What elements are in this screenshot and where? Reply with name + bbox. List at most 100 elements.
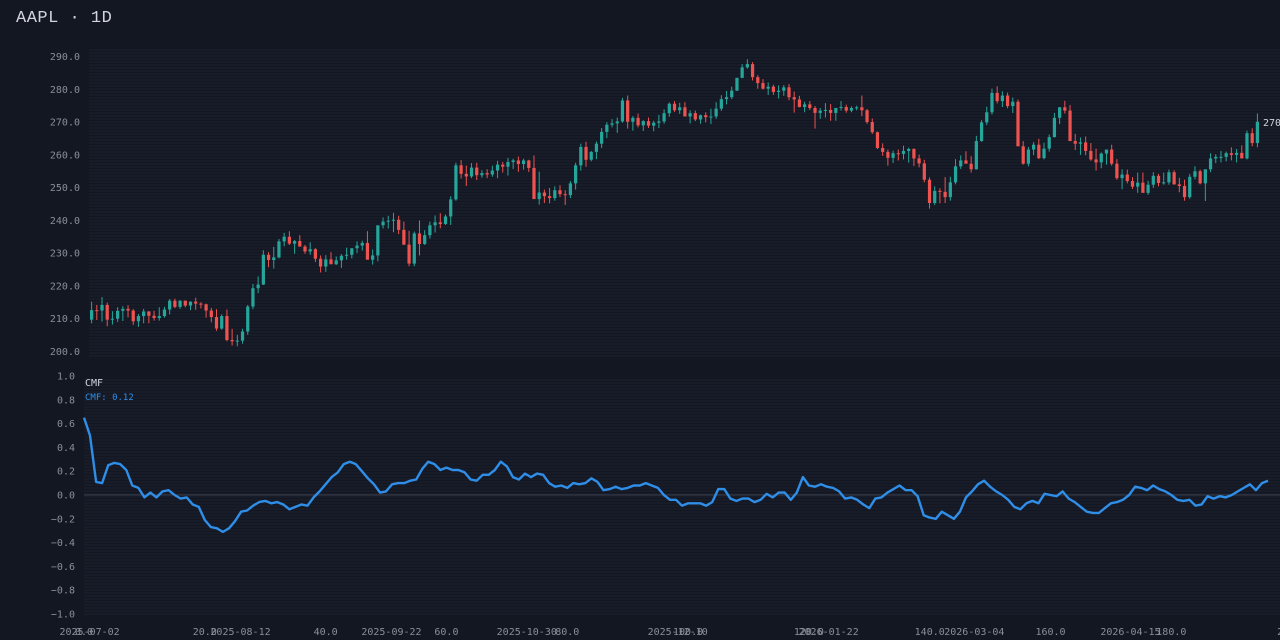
- candle-body: [209, 310, 213, 318]
- candle-body: [355, 245, 359, 249]
- candlestick-series: [89, 59, 1260, 347]
- candle-body: [110, 318, 115, 320]
- cmf-y-tick: 0.0: [57, 491, 75, 502]
- candle-body: [485, 173, 489, 175]
- candle-body: [636, 117, 640, 126]
- price-y-tick: 260.0: [50, 150, 80, 161]
- cmf-x-tick: 140.0: [915, 627, 945, 638]
- candle-body: [495, 164, 500, 171]
- candle-body: [287, 236, 291, 244]
- candle-body: [766, 86, 770, 89]
- candle-body: [475, 167, 479, 176]
- candle-body: [792, 97, 796, 100]
- candle-body: [506, 162, 510, 167]
- candle-body: [214, 317, 219, 329]
- candle-body: [646, 121, 651, 126]
- cmf-y-tick: −0.8: [51, 586, 75, 597]
- candle-body: [142, 311, 146, 317]
- candle-body: [750, 64, 755, 78]
- candle-body: [501, 164, 505, 167]
- candle-body: [386, 220, 390, 222]
- candle-body: [917, 158, 921, 164]
- candle-body: [693, 113, 697, 120]
- candle-body: [350, 248, 354, 255]
- price-y-tick: 220.0: [50, 281, 80, 292]
- candle-body: [844, 107, 848, 111]
- candle-body: [698, 115, 703, 120]
- candle-body: [1058, 107, 1062, 118]
- candle-body: [1042, 148, 1046, 159]
- candle-body: [735, 77, 739, 91]
- candle-body: [1240, 152, 1244, 159]
- candle-body: [162, 309, 167, 317]
- candle-body: [1177, 184, 1181, 186]
- candle-body: [1115, 163, 1119, 179]
- candle-body: [334, 260, 338, 265]
- candle-body: [443, 216, 448, 224]
- price-y-tick: 230.0: [50, 249, 80, 260]
- candle-body: [1026, 149, 1031, 164]
- candle-body: [974, 141, 978, 170]
- candle-body: [194, 301, 198, 304]
- candle-body: [927, 179, 932, 204]
- price-y-tick: 240.0: [50, 216, 80, 227]
- price-y-axis: 200.0 210.0 220.0 230.0 240.0 250.0 260.0 270.0…: [50, 52, 80, 358]
- candle-body: [1099, 153, 1103, 163]
- candle-body: [412, 233, 416, 264]
- candle-body: [1151, 175, 1155, 185]
- candle-body: [204, 304, 208, 311]
- candle-body: [740, 67, 744, 78]
- candle-body: [199, 303, 203, 305]
- price-grid: [89, 49, 1280, 357]
- cmf-y-tick: 0.2: [57, 467, 75, 478]
- candle-body: [948, 182, 952, 198]
- candle-body: [173, 300, 177, 307]
- candle-body: [829, 109, 833, 113]
- candle-body: [849, 107, 854, 111]
- indicator-value: CMF: 0.12: [85, 393, 134, 403]
- candle-body: [1130, 181, 1135, 187]
- candle-body: [667, 103, 671, 114]
- candle-body: [188, 301, 193, 306]
- candle-body: [464, 173, 468, 177]
- price-y-tick: 200.0: [50, 347, 80, 358]
- cmf-x-tick: 20.0: [193, 627, 217, 638]
- candle-body: [1068, 110, 1072, 142]
- candle-body: [324, 259, 328, 267]
- candle-body: [1224, 153, 1228, 157]
- chart-title: AAPL · 1D: [16, 9, 113, 28]
- candle-body: [1037, 144, 1041, 159]
- candle-body: [808, 104, 812, 108]
- price-y-tick: 210.0: [50, 314, 80, 325]
- candle-body: [704, 115, 708, 118]
- candle-body: [1255, 121, 1260, 144]
- candle-body: [855, 107, 859, 109]
- candle-body: [990, 92, 994, 113]
- indicator-name: CMF: [85, 378, 103, 389]
- candle-body: [813, 107, 817, 113]
- candle-body: [391, 219, 396, 221]
- candle-body: [1110, 149, 1114, 164]
- price-y-tick: 250.0: [50, 183, 80, 194]
- candle-body: [901, 150, 906, 154]
- candle-body: [428, 225, 432, 236]
- price-y-tick: 270.0: [50, 118, 80, 129]
- candle-body: [730, 90, 734, 98]
- candle-body: [579, 146, 583, 166]
- candle-body: [979, 122, 984, 142]
- candle-body: [953, 166, 958, 183]
- candle-body: [574, 165, 578, 184]
- candle-body: [292, 241, 297, 244]
- candle-body: [365, 242, 370, 260]
- candle-body: [1245, 133, 1249, 159]
- candle-body: [308, 249, 312, 252]
- cmf-y-axis: −1.0 −0.8 −0.6 −0.4 −0.2 0.0 0.2 0.4 0.6 0.8 1.0: [51, 372, 75, 621]
- candle-body: [1141, 182, 1145, 193]
- candle-body: [1198, 171, 1202, 184]
- candle-body: [449, 199, 453, 217]
- candle-body: [1047, 137, 1051, 149]
- cmf-x-tick: 100.0: [673, 627, 703, 638]
- candle-body: [631, 117, 635, 122]
- candle-body: [407, 244, 411, 264]
